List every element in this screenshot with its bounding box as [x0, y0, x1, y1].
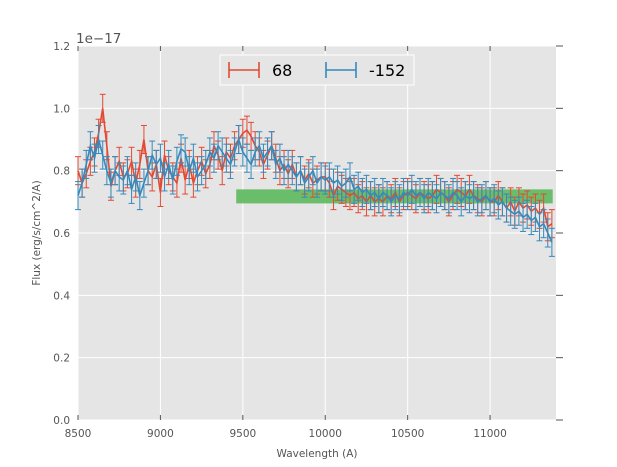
- y-tick-label: 1.0: [53, 103, 70, 115]
- y-tick-label: 0.8: [53, 166, 70, 178]
- x-tick-label: 11000: [473, 428, 506, 440]
- x-tick-label: 10000: [309, 428, 342, 440]
- tick-layer: 8500 9000 9500 10000 10500 11000 0.0 0.2 0.4 0.6 0…: [53, 41, 563, 440]
- y-axis-label: Flux (erg/s/cm^2/A): [31, 180, 43, 285]
- legend-label: -152: [369, 61, 405, 80]
- legend-entries: 68 -152: [228, 61, 405, 80]
- y-tick-label: 0.2: [53, 353, 70, 365]
- series-layer: [75, 93, 555, 257]
- legend-label: 68: [272, 61, 292, 80]
- y-tick-label: 0.6: [53, 228, 70, 240]
- x-tick-label: 9000: [147, 428, 174, 440]
- x-tick-label: 10500: [391, 428, 424, 440]
- y-tick-label: 0.0: [53, 415, 70, 427]
- y-tick-label: 0.4: [53, 290, 70, 302]
- x-tick-label: 8500: [65, 428, 92, 440]
- y-tick-label: 1.2: [53, 41, 70, 53]
- x-axis-label: Wavelength (A): [276, 448, 357, 460]
- y-offset-label: 1e−17: [76, 31, 121, 47]
- series-line: [77, 136, 553, 243]
- series-line: [77, 108, 553, 229]
- series-2: [75, 124, 555, 257]
- legend: 68 -152: [219, 54, 415, 86]
- x-tick-label: 9500: [229, 428, 256, 440]
